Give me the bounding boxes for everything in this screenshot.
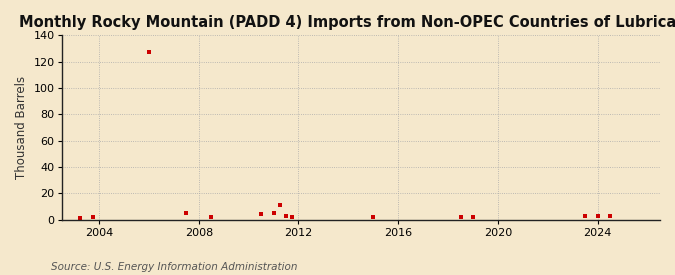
Title: Monthly Rocky Mountain (PADD 4) Imports from Non-OPEC Countries of Lubricants: Monthly Rocky Mountain (PADD 4) Imports …: [19, 15, 675, 30]
Text: Source: U.S. Energy Information Administration: Source: U.S. Energy Information Administ…: [51, 262, 297, 272]
Y-axis label: Thousand Barrels: Thousand Barrels: [15, 76, 28, 179]
